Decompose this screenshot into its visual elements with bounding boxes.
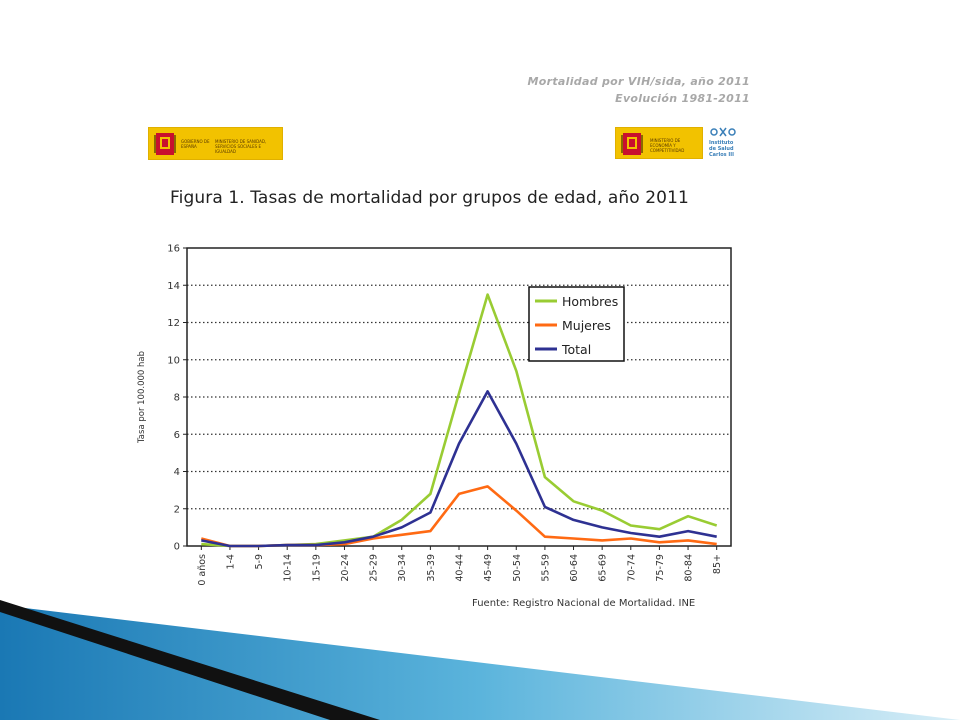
- x-tick-label: 35-39: [426, 554, 437, 582]
- x-tick-label: 10-14: [283, 554, 294, 582]
- x-tick-label: 1-4: [225, 554, 236, 570]
- ministry-logo-left: GOBIERNO DE ESPAÑA MINISTERIO DE SANIDAD…: [148, 127, 283, 160]
- y-tick-label: 6: [174, 430, 180, 441]
- chart-axes: 0 2 4 6 8 10 12 14 16 0 años 1-4 5-9 10-14 15-19 20-24…: [137, 244, 732, 586]
- y-tick-label: 10: [167, 355, 180, 366]
- x-tick-label: 20-24: [340, 554, 351, 582]
- x-tick-label: 45-49: [483, 554, 494, 582]
- ministry-logo-right: MINISTERIO DE ECONOMÍA Y COMPETITIVIDAD: [615, 127, 703, 159]
- coat-of-arms-icon: [621, 133, 643, 155]
- x-tick-label: 25-29: [369, 554, 380, 582]
- header-subtitle: Evolución 1981-2011: [615, 92, 750, 105]
- x-tick-label: 0 años: [197, 554, 208, 586]
- x-tick-label: 75-79: [655, 554, 666, 582]
- figure-source: Fuente: Registro Nacional de Mortalidad.…: [472, 598, 696, 609]
- y-tick-label: 16: [167, 244, 180, 255]
- coat-of-arms-icon: [154, 133, 176, 155]
- legend-label-total: Total: [561, 342, 591, 357]
- figure-title: Figura 1. Tasas de mortalidad por grupos…: [170, 188, 689, 208]
- logo-text-economy: MINISTERIO DE ECONOMÍA Y COMPETITIVIDAD: [650, 138, 685, 153]
- x-tick-label: 65-69: [598, 554, 609, 582]
- x-tick-label: 60-64: [569, 554, 580, 582]
- chart-legend: Hombres Mujeres Total: [528, 286, 625, 362]
- legend-label-mujeres: Mujeres: [562, 318, 611, 333]
- y-tick-label: 12: [167, 318, 180, 329]
- x-tick-label: 30-34: [397, 554, 408, 582]
- series-line-total: [201, 390, 717, 548]
- series-line-mujeres: [200, 485, 717, 548]
- x-tick-label: 50-54: [512, 554, 523, 582]
- y-tick-label: 14: [167, 281, 180, 292]
- y-axis-label: Tasa por 100.000 hab: [137, 351, 147, 444]
- x-tick-label: 15-19: [311, 554, 322, 582]
- y-tick-label: 0: [174, 542, 180, 553]
- x-tick-label: 5-9: [254, 554, 265, 570]
- isciii-text: Instituto de Salud Carlos III: [709, 140, 734, 158]
- x-tick-label: 85+: [712, 554, 723, 574]
- logo-text-government: GOBIERNO DE ESPAÑA: [181, 139, 210, 149]
- x-tick-label: 80-84: [684, 554, 695, 582]
- logo-text-ministry: MINISTERIO DE SANIDAD, SERVICIOS SOCIALE…: [215, 139, 267, 154]
- decorative-swoosh: [0, 600, 960, 720]
- header-title: Mortalidad por VIH/sida, año 2011: [527, 75, 750, 88]
- isciii-mark-icon: [710, 127, 736, 137]
- x-tick-label: 40-44: [455, 554, 466, 582]
- legend-label-hombres: Hombres: [562, 294, 618, 309]
- y-tick-label: 2: [174, 504, 180, 515]
- chart-series: [200, 293, 718, 548]
- y-tick-label: 4: [174, 467, 180, 478]
- isciii-logo: Instituto de Salud Carlos III: [707, 125, 741, 161]
- y-tick-label: 8: [174, 393, 180, 404]
- x-tick-label: 55-59: [540, 554, 551, 582]
- chart-gridlines: [187, 284, 731, 510]
- x-tick-label: 70-74: [626, 554, 637, 582]
